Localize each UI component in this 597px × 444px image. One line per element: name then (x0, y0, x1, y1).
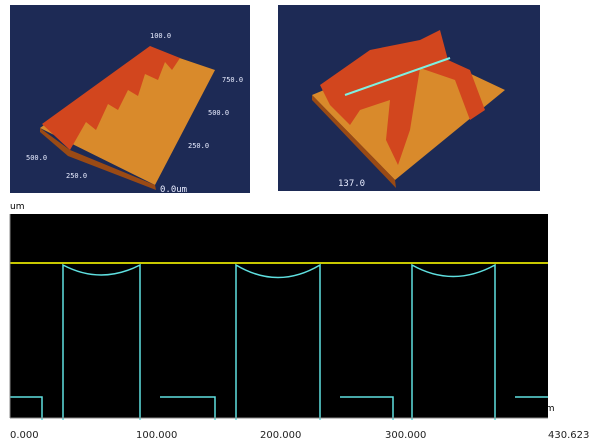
profile-plot: um um 0.000 100.000 200.000 300.000 430.… (10, 202, 589, 441)
axis-label: 750.0 (222, 76, 243, 84)
axis-label: 0.0um (160, 185, 187, 195)
axis-label: 500.0 (208, 109, 229, 117)
y-unit: um (10, 202, 24, 212)
axis-label: 250.0 (66, 172, 87, 180)
x-tick-label: 430.623 (548, 430, 589, 441)
x-tick-label: 300.000 (385, 430, 426, 441)
axis-label: 137.0 (338, 179, 365, 189)
left-3d-view: 100.0 750.0 500.0 250.0 500.0 250.0 0.0u… (10, 5, 250, 195)
x-tick-label: 0.000 (10, 430, 39, 441)
axis-label: 500.0 (26, 154, 47, 162)
right-3d-view: 137.0 (278, 5, 540, 191)
plot-area (10, 214, 548, 418)
axis-label: 100.0 (150, 32, 171, 40)
x-tick-label: 100.000 (136, 430, 177, 441)
x-tick-label: 200.000 (260, 430, 301, 441)
screen: 100.0 750.0 500.0 250.0 500.0 250.0 0.0u… (0, 0, 597, 444)
axis-label: 250.0 (188, 142, 209, 150)
